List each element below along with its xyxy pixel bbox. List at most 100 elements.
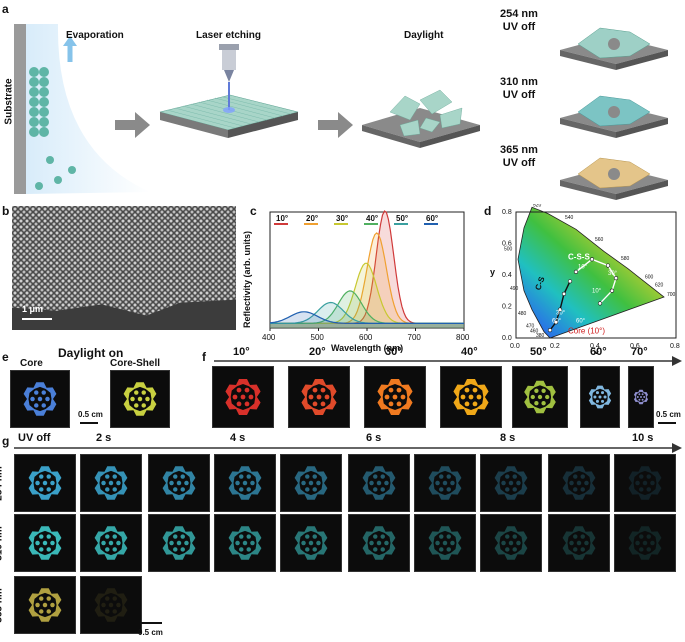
decay-image-r0-c6 [414,454,476,512]
decay-image-r1-c2-flower [162,526,196,560]
xtick-label-3: 700 [408,333,422,342]
decay-image-r2-c1 [80,576,142,634]
wavelength-label-6: 700 [667,292,676,298]
angle-image-1-flower [301,379,337,415]
decay-image-r1-c2 [148,514,210,572]
legend-text-1: 20° [306,214,318,223]
cie-point-0-4 [567,279,573,284]
legend-text-0: 10° [276,214,288,223]
annot-core: Core (10°) [568,326,605,335]
angle-image-0-flower [225,379,261,415]
angle-image-5-flower [588,385,612,409]
angle-annot-5: 60° [552,318,562,324]
decay-image-r0-c0 [14,454,76,512]
wavelength-label-0: 520 [533,204,542,208]
decay-image-r1-c1-flower [94,526,128,560]
xtick-label-2: 600 [359,333,373,342]
time-label-4: 8 s [500,432,516,444]
uv-310-line2: UV off [502,89,536,101]
laser-etching-label: Laser etching [196,30,262,41]
wavelength-label-4: 600 [645,275,654,281]
sem-scalebar [22,318,52,320]
decay-image-r0-c9-flower [628,466,662,500]
time-label-1: 2 s [96,432,112,444]
panel-d-label: d [484,204,492,218]
decay-image-r0-c9 [614,454,676,512]
decay-image-r1-c0-flower [28,526,62,560]
cie-xtick-2: 0.4 [590,343,600,350]
decay-image-r1-c8-flower [562,526,596,560]
uv-365-line1: 365 nm [500,144,538,156]
decay-image-r1-c6-flower [428,526,462,560]
wavelength-label-10: 470 [526,324,535,330]
reflectivity-chart: 10° 20° 30° 40° 50° 60° 400 500 600 700 800 Wavelen… [242,210,470,353]
decay-image-r0-c0-flower [28,466,62,500]
decay-image-r0-c4 [280,454,342,512]
xtick-label-0: 400 [262,333,276,342]
core-shell-daylight-image [110,370,170,428]
angle-annot-2: 30° [556,310,566,316]
cie-point-0-2 [557,307,563,312]
wavelength-label-11: 460 [530,328,539,334]
angle-image-2-flower [377,379,413,415]
time-label-2: 4 s [230,432,246,444]
series-line-5 [269,311,464,324]
panel-e-scale: 0.5 cm [78,410,103,419]
xtick-label-1: 500 [311,333,325,342]
uv-254-line2: UV off [502,21,536,33]
substrate-label: Substrate [3,78,15,125]
cie-point-0-0 [547,328,553,333]
decay-image-r0-c5 [348,454,410,512]
core-flower [23,382,57,416]
decay-image-r1-c8 [548,514,610,572]
decay-image-r1-c4 [280,514,342,572]
cie-xtick-4: 0.8 [670,343,680,350]
decay-image-r1-c3 [214,514,276,572]
wavelength-label-2: 560 [595,237,604,243]
time-label-0: UV off [18,432,51,444]
uv-254-label: 254 nm UV off [500,8,538,34]
decay-image-r1-c3-flower [228,526,262,560]
cie-xtick-0: 0.0 [510,343,520,350]
angle-image-3 [440,366,502,428]
angle-label-6: 70° [631,346,648,358]
daylight-label: Daylight [404,30,444,41]
decay-image-r0-c7 [480,454,542,512]
annot-css: C-S-S [568,252,590,261]
decay-image-r2-c1-flower [94,588,128,622]
cie-point-1-0 [573,269,579,274]
sem-substrate-region [12,299,236,330]
cie-chromaticity-chart: 0.0 0.2 0.4 0.6 0.80.00.20.40.60.8xyC-SC-S-S… [490,204,680,354]
core-shell-flower [123,382,157,416]
cie-ytick-3: 0.6 [502,241,512,248]
legend-text-3: 40° [366,214,378,223]
time-label-3: 6 s [366,432,382,444]
decay-image-r1-c0 [14,514,76,572]
panel-f-label: f [202,350,206,364]
angle-label-2: 30° [385,346,402,358]
cie-xtick-1: 0.2 [550,343,560,350]
wavelength-label-7: 500 [504,246,513,252]
uv-365-label: 365 nm UV off [500,144,538,170]
decay-image-r1-c7-flower [494,526,528,560]
decay-image-r0-c3 [214,454,276,512]
decay-image-r0-c3-flower [228,466,262,500]
cie-point-0-1 [553,320,559,325]
decay-image-r0-c8 [548,454,610,512]
panel-e-scalebar [80,422,98,424]
wavelength-label-3: 580 [621,256,630,262]
decay-image-r0-c1-flower [94,466,128,500]
core-shell-label: Core-Shell [110,358,161,369]
decay-image-r1-c7 [480,514,542,572]
cie-x-label: x [594,348,599,354]
decay-image-r0-c2-flower [162,466,196,500]
xtick-label-4: 800 [456,333,470,342]
angle-image-3-flower [453,379,489,415]
angle-annot-0: 10° [578,265,588,271]
evaporation-label: Evaporation [66,30,124,41]
decay-image-r1-c1 [80,514,142,572]
angle-label-4: 50° [530,346,547,358]
decay-image-r0-c7-flower [494,466,528,500]
cie-ytick-0: 0.0 [502,335,512,342]
wavelength-label-1: 540 [565,215,574,221]
